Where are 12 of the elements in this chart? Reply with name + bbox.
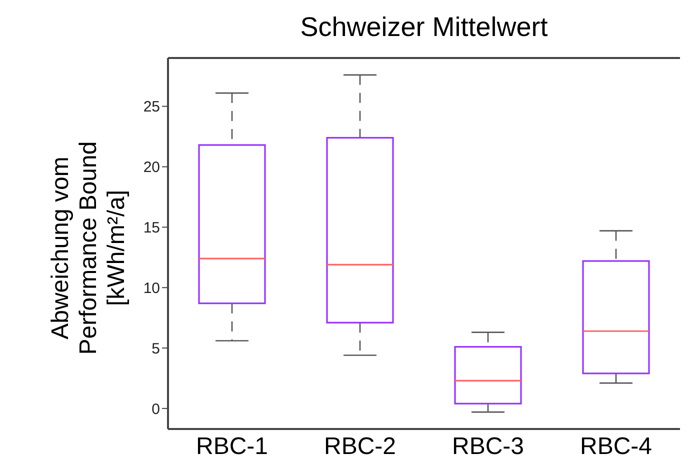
x-tick-label: RBC-2 <box>324 433 396 460</box>
y-axis-title: Abweichung vom Performance Bound [kWh/m²/a] <box>47 141 130 355</box>
x-tick-label: RBC-4 <box>580 433 652 460</box>
y-tick-label: 20 <box>143 159 160 176</box>
y-tick-label: 10 <box>143 280 160 297</box>
x-tick-label: RBC-1 <box>196 433 268 460</box>
y-tick-label: 5 <box>152 340 160 358</box>
chart-title: Schweizer Mittelwert <box>299 12 549 43</box>
x-tick-label: RBC-3 <box>452 433 524 460</box>
y-tick-label: 15 <box>143 220 160 237</box>
y-tick-label: 25 <box>143 98 160 116</box>
y-tick-label: 0 <box>152 400 160 418</box>
